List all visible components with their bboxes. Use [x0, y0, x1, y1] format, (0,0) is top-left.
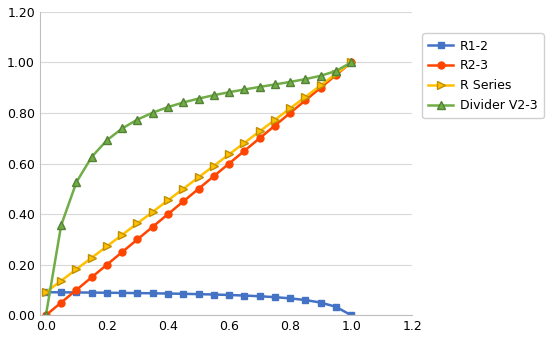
R2-3	[73, 288, 80, 292]
R Series	[88, 256, 95, 260]
R1-2	[210, 292, 217, 296]
R1-2	[88, 291, 95, 295]
R2-3	[180, 200, 187, 204]
R2-3	[272, 124, 278, 128]
R Series	[287, 106, 293, 110]
R Series	[241, 141, 247, 145]
R Series	[58, 279, 64, 283]
Divider V2-3	[333, 69, 339, 73]
R Series	[333, 72, 339, 76]
Divider V2-3	[317, 74, 324, 78]
R1-2	[272, 295, 278, 299]
Divider V2-3	[58, 223, 64, 227]
R Series	[195, 175, 202, 180]
R2-3	[119, 250, 126, 254]
Legend: R1-2, R2-3, R Series, Divider V2-3: R1-2, R2-3, R Series, Divider V2-3	[422, 33, 543, 118]
R Series	[119, 233, 126, 237]
Divider V2-3	[272, 82, 278, 86]
R2-3	[241, 149, 247, 153]
Divider V2-3	[287, 80, 293, 84]
R Series	[165, 198, 171, 202]
R2-3	[149, 225, 156, 229]
R1-2	[119, 291, 126, 295]
Divider V2-3	[149, 110, 156, 115]
R Series	[272, 118, 278, 122]
Divider V2-3	[241, 87, 247, 91]
Line: R1-2: R1-2	[42, 289, 355, 319]
R2-3	[302, 98, 309, 102]
R1-2	[134, 291, 141, 295]
R2-3	[58, 301, 64, 305]
Divider V2-3	[119, 126, 126, 131]
Divider V2-3	[134, 118, 141, 122]
R2-3	[226, 162, 233, 166]
Divider V2-3	[226, 90, 233, 94]
R1-2	[58, 290, 64, 294]
R2-3	[165, 212, 171, 216]
Divider V2-3	[195, 97, 202, 101]
R Series	[73, 267, 80, 271]
R2-3	[256, 136, 263, 140]
Divider V2-3	[104, 138, 110, 142]
Divider V2-3	[302, 77, 309, 81]
R Series	[42, 290, 49, 294]
R Series	[317, 83, 324, 87]
R1-2	[333, 305, 339, 309]
Divider V2-3	[88, 155, 95, 159]
Divider V2-3	[180, 100, 187, 104]
Line: Divider V2-3: Divider V2-3	[42, 58, 355, 319]
R2-3	[195, 187, 202, 191]
R1-2	[348, 313, 354, 317]
R2-3	[333, 73, 339, 77]
R2-3	[42, 313, 49, 317]
R1-2	[165, 291, 171, 295]
R1-2	[317, 301, 324, 305]
Divider V2-3	[73, 180, 80, 184]
R Series	[104, 244, 110, 248]
R Series	[302, 95, 309, 99]
R2-3	[134, 237, 141, 241]
R1-2	[180, 292, 187, 296]
R Series	[226, 152, 233, 156]
R1-2	[42, 290, 49, 294]
R1-2	[195, 292, 202, 296]
R1-2	[241, 293, 247, 298]
R Series	[149, 210, 156, 214]
Line: R2-3: R2-3	[42, 59, 355, 319]
R2-3	[104, 262, 110, 267]
R1-2	[226, 293, 233, 297]
Divider V2-3	[348, 61, 354, 65]
R Series	[210, 164, 217, 168]
Line: R Series: R Series	[42, 58, 355, 296]
Divider V2-3	[165, 105, 171, 109]
Divider V2-3	[210, 93, 217, 97]
Divider V2-3	[256, 85, 263, 89]
R1-2	[287, 296, 293, 300]
R Series	[256, 129, 263, 133]
R1-2	[256, 294, 263, 298]
R1-2	[149, 291, 156, 295]
R1-2	[104, 291, 110, 295]
R2-3	[287, 111, 293, 115]
R2-3	[88, 275, 95, 279]
R Series	[348, 61, 354, 65]
R2-3	[348, 61, 354, 65]
R2-3	[317, 86, 324, 90]
Divider V2-3	[42, 313, 49, 317]
R1-2	[302, 298, 309, 302]
R1-2	[73, 290, 80, 294]
R2-3	[210, 174, 217, 178]
R Series	[134, 221, 141, 225]
R Series	[180, 187, 187, 191]
